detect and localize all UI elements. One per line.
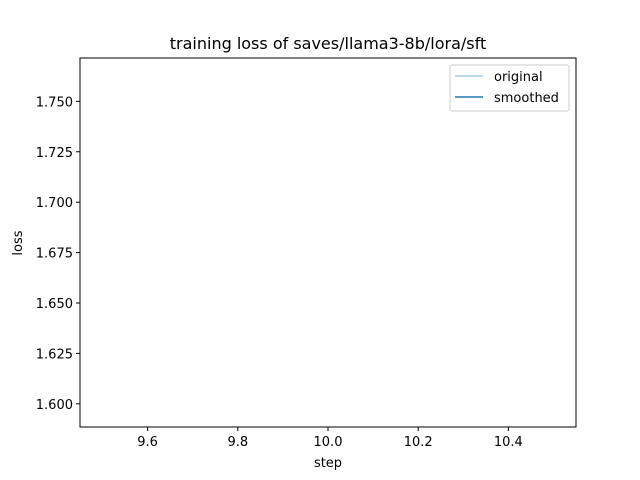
x-tick-label: 9.6	[137, 435, 158, 450]
y-tick-label: 1.725	[36, 146, 73, 161]
x-tick-label: 10.0	[314, 435, 343, 450]
y-axis-label: loss	[11, 230, 26, 255]
x-tick-label: 9.8	[227, 435, 248, 450]
plot-area	[80, 58, 576, 427]
y-tick-label: 1.650	[36, 297, 73, 312]
legend-label-smoothed: smoothed	[494, 91, 559, 106]
x-axis-label: step	[314, 456, 342, 471]
legend: original smoothed	[449, 64, 570, 112]
y-tick-label: 1.600	[36, 398, 73, 413]
y-tick-label: 1.625	[36, 347, 73, 362]
x-tick-label: 10.2	[404, 435, 433, 450]
plot-frame	[79, 57, 577, 428]
x-tick-label: 10.4	[494, 435, 523, 450]
y-tick-label: 1.675	[36, 247, 73, 262]
y-axis-ticks: 1.600 1.625 1.650 1.675 1.700 1.725 1.750	[36, 95, 80, 413]
legend-label-original: original	[494, 70, 543, 85]
chart-title: training loss of saves/llama3-8b/lora/sf…	[170, 34, 486, 53]
y-tick-label: 1.750	[36, 95, 73, 110]
x-axis-ticks: 9.6 9.8 10.0 10.2 10.4	[137, 427, 523, 450]
y-tick-label: 1.700	[36, 196, 73, 211]
